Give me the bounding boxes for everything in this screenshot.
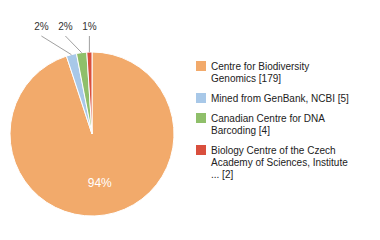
legend-swatch [196,61,206,71]
chart: 94% 1% 2% 2% Centre for BiodiversityGenomics… [0,0,380,240]
legend-label: Mined from GenBank, NCBI [5] [211,93,349,104]
legend-swatch [196,113,206,123]
leader-line [65,36,81,53]
legend: Centre for BiodiversityGenomics [179] Min… [196,61,349,180]
leader-line [41,36,71,55]
data-label: 2% [34,21,49,32]
slice [76,52,92,134]
legend-swatch [196,93,206,103]
leader-line [89,36,90,52]
legend-label: Canadian Centre for DNABarcoding [4] [211,113,325,136]
slices [10,52,174,216]
data-label: 2% [58,21,73,32]
legend-swatch [196,145,206,155]
legend-label: Biology Centre of the CzechAcademy of Sc… [211,145,348,180]
slice [87,52,92,134]
legend-label: Centre for BiodiversityGenomics [179] [211,61,309,84]
data-labels: 94% 1% 2% 2% [34,21,112,190]
data-label: 1% [82,21,97,32]
data-label: 94% [88,176,112,190]
slice [10,52,174,216]
